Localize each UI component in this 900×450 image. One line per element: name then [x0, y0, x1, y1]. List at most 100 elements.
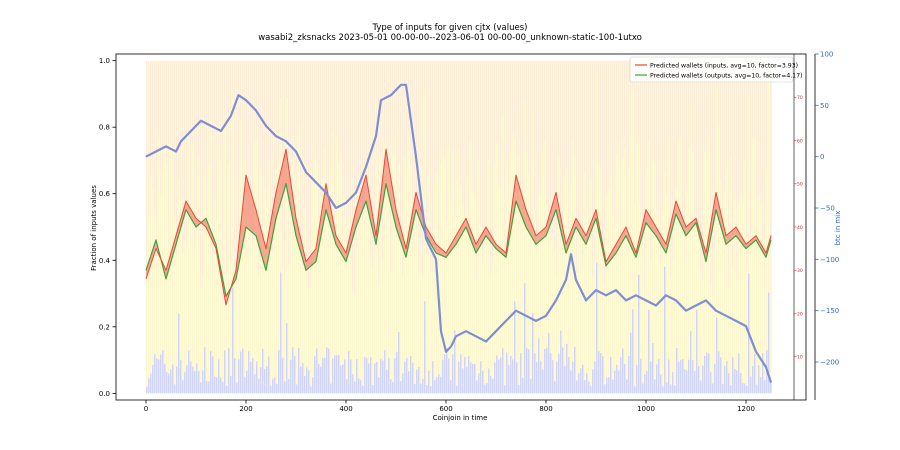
bg-bar-blue: [338, 354, 340, 394]
bg-bar-blue: [580, 368, 582, 394]
bg-bar-blue: [216, 377, 218, 394]
bg-bar-yellow: [446, 222, 448, 348]
bg-bar-yellow: [740, 194, 742, 374]
bg-bar-blue: [308, 370, 310, 394]
bg-bar-yellow: [724, 193, 726, 366]
bg-bar-yellow: [350, 258, 352, 360]
bg-bar-yellow: [502, 115, 504, 349]
bg-bar-orange: [496, 60, 498, 143]
bg-bar-orange: [416, 60, 418, 229]
bg-bar-blue: [704, 355, 706, 394]
bg-bar-blue: [290, 359, 292, 394]
bg-bar-orange: [642, 60, 644, 246]
bg-bar-blue: [152, 365, 154, 394]
bg-bar-orange: [696, 60, 698, 226]
bg-bar-yellow: [258, 275, 260, 379]
bg-bar-orange: [726, 60, 728, 170]
bg-bar-orange: [746, 60, 748, 267]
bg-bar-blue: [234, 358, 236, 394]
bg-bar-orange: [460, 60, 462, 187]
bg-bar-yellow: [530, 228, 532, 379]
bg-bar-yellow: [250, 228, 252, 362]
bg-bar-yellow: [330, 168, 332, 384]
bg-bar-yellow: [418, 273, 420, 367]
bg-bar-blue: [664, 266, 666, 394]
series-outputs-line-point: [305, 269, 307, 271]
bg-bar-blue: [538, 338, 540, 394]
bg-bar-orange: [620, 60, 622, 239]
bg-bar-blue: [186, 365, 188, 394]
bg-bar-orange: [228, 60, 230, 164]
series-outputs-line-point: [675, 213, 677, 215]
bg-bar-yellow: [232, 99, 234, 288]
series-btc-line-point: [375, 135, 377, 137]
bg-bar-yellow: [734, 193, 736, 369]
bg-bar-orange: [520, 60, 522, 185]
series-btc-line-point: [585, 300, 587, 301]
bg-bar-orange: [370, 60, 372, 260]
bg-bar-yellow: [270, 221, 272, 386]
bg-bar-yellow: [396, 227, 398, 352]
chart-title: Type of inputs for given cjtx (values): [372, 23, 528, 33]
bg-bar-orange: [456, 60, 458, 182]
bg-bar-yellow: [770, 243, 772, 382]
series-outputs-line-point: [725, 243, 727, 245]
bg-bar-blue: [188, 350, 190, 394]
y2-tick-label: −200: [820, 359, 839, 367]
x-tick-label: 600: [439, 405, 452, 413]
bg-bar-blue: [380, 359, 382, 394]
bg-bar-yellow: [614, 226, 616, 371]
bg-bar-blue: [568, 356, 570, 394]
series-outputs-line-point: [445, 256, 447, 258]
bg-bar-orange: [244, 60, 246, 162]
series-inputs-line-point: [385, 148, 387, 150]
plot-frame: [115, 53, 807, 401]
bg-bar-blue: [352, 374, 354, 394]
series-btc-line-point: [485, 341, 487, 342]
series-inputs-line-point: [515, 174, 517, 176]
bg-bar-orange: [218, 60, 220, 145]
bg-bar-blue: [742, 383, 744, 394]
bg-bar-yellow: [176, 254, 178, 367]
series-btc-line-point: [745, 325, 747, 327]
bg-bar-blue: [432, 361, 434, 394]
bg-bar-blue: [508, 364, 510, 394]
bg-bar-yellow: [428, 168, 430, 371]
bg-bar-orange: [194, 60, 196, 251]
y2-tick-label: −150: [820, 307, 839, 315]
series-inputs-line-point: [345, 252, 347, 254]
series-inputs-line-point: [745, 243, 747, 245]
bg-bar-yellow: [252, 244, 254, 358]
bg-bar-blue: [334, 355, 336, 394]
bg-bar-orange: [312, 60, 314, 178]
bg-bar-yellow: [332, 132, 334, 359]
bg-bar-blue: [598, 351, 600, 394]
bg-bar-blue: [624, 364, 626, 394]
bg-bar-orange: [390, 60, 392, 273]
bg-bar-orange: [628, 60, 630, 170]
bg-bar-blue: [158, 359, 160, 394]
bg-bar-blue: [242, 348, 244, 394]
series-inputs-line-point: [245, 174, 247, 176]
bg-bar-blue: [760, 377, 762, 394]
bg-bar-blue: [690, 330, 692, 394]
series-outputs-line-point: [495, 248, 497, 250]
series-btc-line-point: [220, 130, 222, 132]
series-btc-line-point: [445, 351, 447, 353]
series-btc-line-point: [325, 192, 327, 194]
bg-bar-yellow: [660, 261, 662, 375]
bg-bar-blue: [206, 380, 208, 394]
bg-bar-yellow: [322, 179, 324, 358]
bg-bar-yellow: [276, 177, 278, 384]
bg-bar-orange: [528, 60, 530, 173]
series-btc-line-point: [285, 140, 287, 142]
bg-bar-orange: [348, 60, 350, 218]
bg-bar-orange: [488, 60, 490, 160]
bg-bar-blue: [708, 353, 710, 394]
bg-bar-blue: [472, 364, 474, 394]
bg-bar-yellow: [440, 163, 442, 377]
bg-bar-yellow: [672, 258, 674, 373]
series-btc-line-point: [505, 320, 507, 322]
y2-axis-label: btc in mix: [834, 211, 842, 246]
bg-bar-blue: [224, 350, 226, 394]
